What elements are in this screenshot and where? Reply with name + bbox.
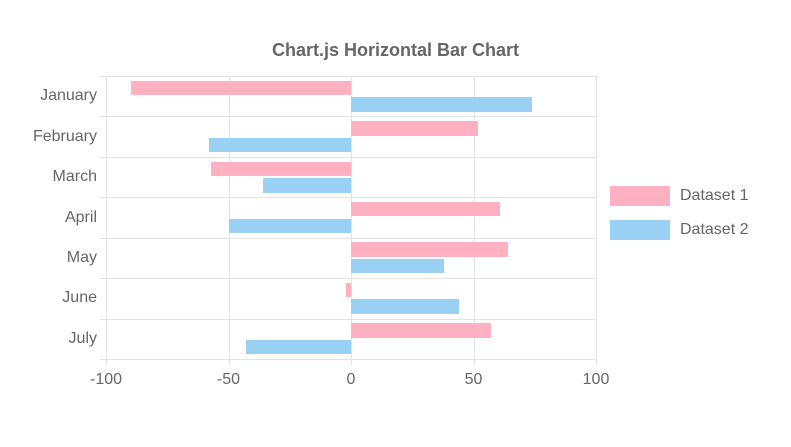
y-gridline bbox=[100, 76, 596, 77]
x-gridline--100 bbox=[106, 76, 107, 365]
y-tick-label-june: June bbox=[62, 289, 97, 307]
chart-legend: Dataset 1 Dataset 2 bbox=[610, 186, 748, 254]
bar-dataset-1-june[interactable] bbox=[346, 282, 351, 298]
legend-swatch-dataset-1 bbox=[610, 186, 670, 206]
y-gridline bbox=[100, 318, 596, 320]
y-gridline bbox=[100, 359, 596, 360]
y-gridline bbox=[100, 116, 596, 118]
bar-dataset-2-june[interactable] bbox=[351, 299, 459, 314]
bar-dataset-1-july[interactable] bbox=[351, 323, 491, 338]
bar-dataset-1-march[interactable] bbox=[211, 161, 351, 177]
bar-dataset-2-january[interactable] bbox=[351, 97, 533, 112]
bar-dataset-1-april[interactable] bbox=[351, 201, 501, 217]
bar-dataset-1-february[interactable] bbox=[351, 121, 479, 136]
legend-swatch-dataset-2 bbox=[610, 220, 670, 240]
y-gridline bbox=[100, 237, 596, 239]
x-tick-label-0: 0 bbox=[346, 371, 356, 388]
x-gridline-0 bbox=[351, 76, 352, 365]
x-tick-label--100: -100 bbox=[89, 371, 123, 388]
bar-dataset-2-february[interactable] bbox=[208, 137, 351, 153]
legend-label-dataset-2: Dataset 2 bbox=[680, 221, 749, 238]
legend-label-dataset-1: Dataset 1 bbox=[680, 187, 749, 204]
x-tick-label-100: 100 bbox=[582, 371, 610, 388]
y-gridline bbox=[100, 197, 596, 199]
y-tick-label-may: May bbox=[66, 248, 97, 266]
y-tick-label-february: February bbox=[32, 127, 97, 145]
x-tick-label-50: 50 bbox=[464, 371, 483, 388]
chart-title: Chart.js Horizontal Bar Chart bbox=[271, 40, 520, 60]
y-tick-label-march: March bbox=[52, 168, 97, 186]
y-tick-label-july: July bbox=[68, 329, 97, 347]
x-gridline-50 bbox=[473, 76, 475, 365]
y-tick-label-april: April bbox=[64, 208, 97, 226]
bar-dataset-2-march[interactable] bbox=[262, 178, 351, 193]
legend-item-dataset-2[interactable]: Dataset 2 bbox=[610, 220, 748, 240]
legend-item-dataset-1[interactable]: Dataset 1 bbox=[610, 186, 748, 206]
y-tick-label-january: January bbox=[40, 87, 97, 105]
bar-dataset-2-july[interactable] bbox=[245, 339, 351, 355]
bar-dataset-1-may[interactable] bbox=[351, 242, 508, 257]
y-gridline bbox=[100, 156, 596, 158]
bar-dataset-2-may[interactable] bbox=[351, 258, 445, 274]
x-gridline-100 bbox=[596, 76, 597, 365]
x-tick-label--50: -50 bbox=[216, 371, 241, 388]
y-gridline bbox=[100, 278, 596, 280]
bar-dataset-1-january[interactable] bbox=[130, 80, 351, 96]
bar-dataset-2-april[interactable] bbox=[228, 218, 351, 234]
